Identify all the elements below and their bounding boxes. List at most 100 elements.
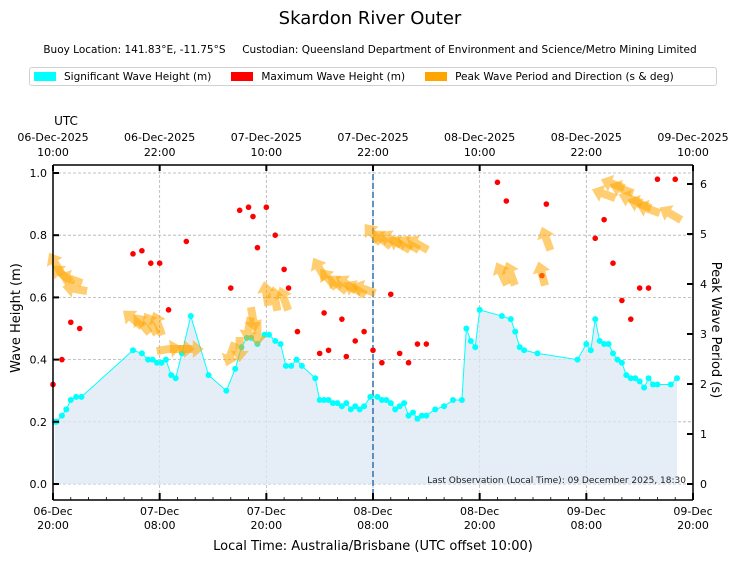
- sig-height-point: [632, 375, 639, 382]
- max-height-point: [281, 266, 287, 273]
- arrow-icon: [58, 269, 84, 287]
- max-height-point: [254, 244, 261, 251]
- x-axis-label: Local Time: Australia/Brisbane (UTC offs…: [213, 539, 533, 554]
- max-height-point: [165, 307, 172, 313]
- sig-height-point: [592, 316, 599, 323]
- sig-height-point: [67, 397, 74, 404]
- sig-height-area: [54, 309, 678, 484]
- x-top-tick-label: 07-Dec-2025: [337, 131, 408, 144]
- max-height-point: [59, 356, 65, 363]
- sig-height-point: [618, 359, 625, 366]
- sig-height-point: [392, 406, 399, 413]
- top-axis-label: UTC: [54, 114, 78, 128]
- sig-height-point: [401, 400, 408, 407]
- peak-period-arrow: [58, 269, 84, 287]
- sig-height-point: [623, 372, 630, 379]
- x-top-tick-label: 10:00: [250, 146, 282, 159]
- legend: Significant Wave Height (m) Maximum Wave…: [29, 67, 717, 86]
- sig-height-point: [168, 372, 175, 379]
- max-height-point: [183, 238, 190, 245]
- arrow-icon: [406, 235, 430, 254]
- max-height-point: [405, 359, 412, 366]
- chart-subtitle: Buoy Location: 141.83°E, -11.75°S Custod…: [43, 44, 697, 56]
- arrow-icon: [230, 337, 249, 362]
- x-top-tick-label: 06-Dec-2025: [17, 131, 88, 144]
- x-top-tick-label: 22:00: [357, 146, 389, 159]
- max-height-point: [610, 260, 616, 266]
- arrow-icon: [148, 311, 166, 337]
- max-height-point: [601, 216, 607, 223]
- y-axis-label: Wave Height (m): [9, 263, 24, 373]
- max-height-point: [294, 328, 301, 335]
- arrow-icon: [62, 279, 88, 298]
- arrow-icon: [537, 226, 555, 252]
- sig-height-point: [367, 393, 374, 400]
- peak-period-arrow: [636, 199, 662, 217]
- sig-height-point: [463, 325, 470, 332]
- peak-period-arrow: [406, 235, 430, 254]
- y-tick-label: 0.6: [30, 291, 48, 304]
- max-height-point: [387, 291, 394, 298]
- y-tick-label: 0.4: [30, 354, 48, 367]
- sig-height-point: [334, 400, 341, 407]
- peak-period-arrow: [62, 279, 88, 298]
- x-top-tick-label: 22:00: [144, 146, 176, 159]
- max-height-point: [245, 204, 252, 211]
- legend-swatch-maximum: [231, 72, 254, 81]
- max-height-point: [494, 179, 501, 186]
- chart-title: Skardon River Outer: [278, 8, 462, 29]
- max-height-series: [50, 176, 679, 388]
- sig-height-point: [614, 356, 621, 363]
- sig-height-point: [316, 397, 323, 404]
- peak-period-arrow: [148, 311, 166, 337]
- legend-item-peak: Peak Wave Period and Direction (s & deg): [425, 71, 674, 83]
- max-height-point: [361, 328, 367, 335]
- sig-height-point: [187, 313, 194, 320]
- sig-height-point: [583, 341, 590, 348]
- max-height-point: [627, 316, 634, 322]
- sig-height-point: [223, 387, 230, 394]
- max-height-point: [370, 347, 376, 354]
- sig-height-point: [343, 400, 350, 407]
- sig-height-point: [138, 350, 145, 357]
- x-top-tick-label: 08-Dec-2025: [551, 131, 622, 144]
- peak-period-arrow: [248, 322, 267, 347]
- x-tick-label: 07-Dec: [247, 505, 286, 518]
- last-observation-annotation: Last Observation (Local Time): 09 Decemb…: [427, 476, 686, 486]
- max-height-point: [272, 232, 279, 238]
- sig-height-point: [378, 397, 385, 404]
- x-top-tick-label: 10:00: [464, 146, 496, 159]
- max-height-point: [379, 359, 385, 366]
- sig-height-point: [347, 406, 354, 413]
- x-tick-label: 08-Dec: [460, 505, 499, 518]
- max-height-point: [352, 338, 359, 344]
- peak-period-arrow: [501, 261, 519, 287]
- peak-period-arrow: [537, 226, 555, 252]
- arrow-icon: [351, 279, 377, 297]
- sig-height-point: [130, 347, 136, 354]
- peak-period-arrow: [230, 337, 249, 362]
- sig-height-point: [498, 313, 505, 320]
- y2-tick-label: 3: [700, 328, 707, 341]
- sig-height-point: [158, 359, 165, 366]
- sig-height-point: [387, 400, 394, 407]
- sig-height-point: [73, 393, 80, 400]
- sig-height-point: [507, 316, 514, 323]
- sig-height-point: [272, 337, 279, 344]
- sig-height-point: [654, 381, 661, 388]
- max-height-point: [672, 176, 679, 183]
- sig-height-point: [667, 381, 674, 388]
- max-height-point: [321, 310, 327, 316]
- x-tick-label: 09-Dec: [567, 505, 606, 518]
- sig-height-point: [63, 406, 70, 413]
- sig-height-point: [534, 350, 541, 357]
- sig-height-point: [521, 347, 528, 354]
- sig-height-point: [610, 350, 616, 357]
- x-tick-label: 06-Dec: [33, 505, 72, 518]
- max-height-point: [423, 341, 430, 347]
- x-tick-label: 09-Dec: [673, 505, 712, 518]
- sig-height-point: [587, 347, 594, 354]
- sig-height-point: [145, 356, 152, 363]
- sig-height-point: [338, 403, 345, 410]
